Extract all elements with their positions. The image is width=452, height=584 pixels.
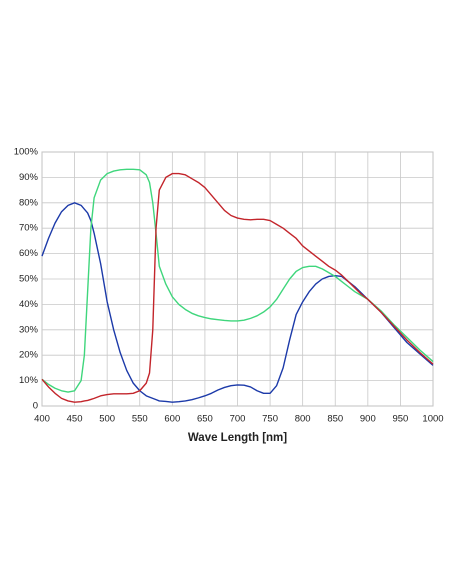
- y-tick-label: 100%: [14, 147, 39, 158]
- x-tick-label: 500: [99, 414, 115, 425]
- series-line: [41, 202, 434, 403]
- y-tick-label: 20%: [19, 350, 39, 361]
- y-tick-label: 80%: [19, 197, 39, 208]
- x-tick-label: 1000: [422, 414, 443, 425]
- y-tick-label: 50%: [19, 274, 39, 285]
- x-tick-label: 800: [295, 414, 311, 425]
- y-tick-label: 70%: [19, 223, 39, 234]
- x-tick-label: 850: [327, 414, 343, 425]
- y-tick-label: 10%: [19, 375, 39, 386]
- y-tick-label: 60%: [19, 248, 39, 259]
- x-tick-label: 700: [230, 414, 246, 425]
- series-line: [41, 168, 434, 393]
- y-tick-label: 40%: [19, 299, 39, 310]
- x-tick-label: 600: [164, 414, 180, 425]
- x-axis-label: Wave Length [nm]: [188, 432, 287, 444]
- x-tick-label: 750: [262, 414, 278, 425]
- x-tick-label: 400: [34, 414, 50, 425]
- y-tick-label: 30%: [19, 324, 39, 335]
- x-tick-label: 650: [197, 414, 213, 425]
- y-tick-label: 0: [33, 401, 38, 412]
- series-line: [41, 172, 434, 403]
- x-tick-label: 550: [132, 414, 148, 425]
- x-tick-label: 950: [392, 414, 408, 425]
- x-tick-label: 900: [360, 414, 376, 425]
- x-tick-label: 450: [67, 414, 83, 425]
- y-tick-label: 90%: [19, 172, 39, 183]
